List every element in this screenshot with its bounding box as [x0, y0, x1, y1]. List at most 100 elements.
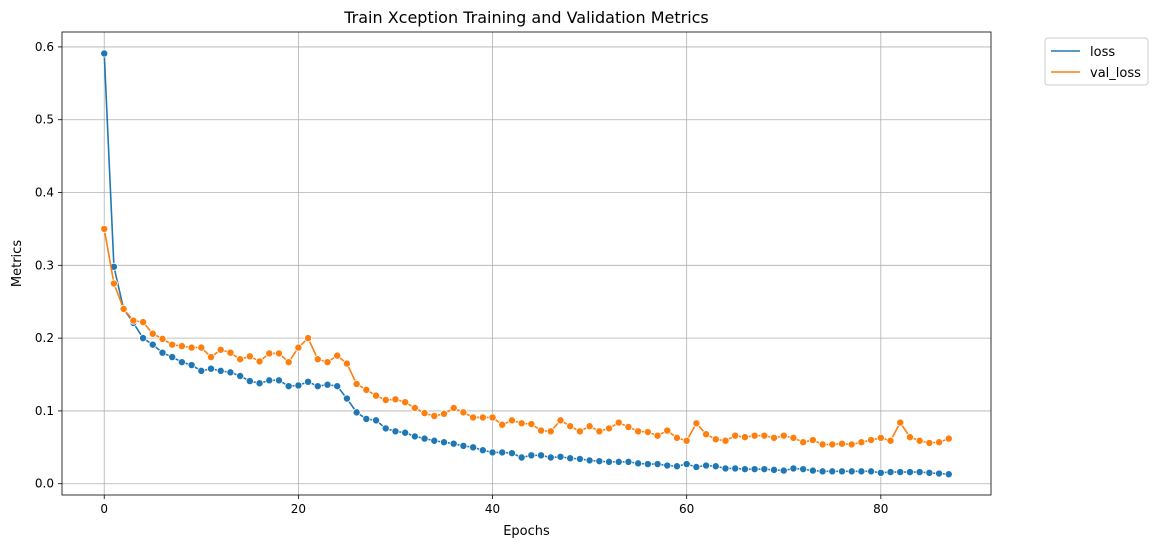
data-point-val-loss	[925, 438, 934, 447]
data-point-loss	[284, 382, 293, 391]
data-point-val-loss	[731, 431, 740, 440]
data-point-val-loss	[779, 431, 788, 440]
y-tick-label: 0.0	[35, 477, 54, 491]
data-point-loss	[323, 380, 332, 389]
legend-label-loss: loss	[1090, 45, 1115, 60]
data-point-loss	[546, 453, 555, 462]
data-point-val-loss	[556, 416, 565, 425]
data-point-val-loss	[566, 422, 575, 431]
data-point-loss	[682, 460, 691, 469]
data-point-val-loss	[886, 436, 895, 445]
data-point-loss	[857, 467, 866, 476]
y-tick-label: 0.3	[35, 258, 54, 272]
series-line-loss	[103, 53, 949, 476]
data-point-loss	[867, 467, 876, 476]
data-point-val-loss	[614, 418, 623, 427]
data-point-val-loss	[624, 422, 633, 431]
data-point-val-loss	[575, 427, 584, 436]
data-point-loss	[711, 462, 720, 471]
data-point-loss	[216, 366, 225, 375]
data-point-loss	[313, 382, 322, 391]
data-point-val-loss	[672, 433, 681, 442]
data-point-val-loss	[304, 334, 313, 343]
data-point-val-loss	[915, 436, 924, 445]
data-point-val-loss	[595, 427, 604, 436]
data-point-loss	[372, 416, 381, 425]
data-point-val-loss	[274, 349, 283, 358]
x-axis-label: Epochs	[503, 524, 550, 539]
series-line-val-loss	[103, 228, 950, 446]
data-point-val-loss	[837, 439, 846, 448]
data-point-val-loss	[372, 391, 381, 400]
data-point-loss	[905, 468, 914, 477]
data-point-loss	[605, 457, 614, 466]
x-tick-label: 20	[291, 502, 306, 516]
data-point-val-loss	[410, 404, 419, 413]
data-point-loss	[459, 441, 468, 450]
data-point-val-loss	[740, 433, 749, 442]
data-point-loss	[148, 340, 157, 349]
data-point-val-loss	[585, 422, 594, 431]
data-point-val-loss	[129, 316, 138, 325]
data-point-val-loss	[517, 419, 526, 428]
data-point-loss	[876, 468, 885, 477]
data-point-val-loss	[216, 345, 225, 354]
data-point-val-loss	[119, 304, 128, 313]
data-point-val-loss	[187, 343, 196, 352]
data-point-loss	[177, 358, 186, 367]
data-point-val-loss	[100, 224, 109, 233]
data-point-loss	[614, 457, 623, 466]
data-point-val-loss	[439, 409, 448, 418]
data-point-loss	[168, 353, 177, 362]
data-point-val-loss	[323, 358, 332, 367]
series-val-loss	[100, 224, 953, 449]
data-point-loss	[527, 451, 536, 460]
plot-frame	[61, 31, 992, 496]
data-point-loss	[595, 457, 604, 466]
legend: loss val_loss	[1044, 37, 1149, 86]
data-point-val-loss	[381, 395, 390, 404]
data-point-val-loss	[935, 438, 944, 447]
data-point-loss	[770, 465, 779, 474]
data-point-val-loss	[507, 416, 516, 425]
data-point-loss	[731, 464, 740, 473]
data-point-loss	[187, 361, 196, 370]
data-point-loss	[653, 460, 662, 469]
data-point-val-loss	[643, 428, 652, 437]
data-point-loss	[634, 459, 643, 468]
legend-box	[1044, 37, 1149, 86]
data-point-loss	[935, 469, 944, 478]
data-point-loss	[478, 446, 487, 455]
data-point-loss	[585, 456, 594, 465]
data-point-loss	[507, 449, 516, 458]
data-point-loss	[944, 470, 953, 479]
data-point-loss	[847, 467, 856, 476]
x-tick-label: 80	[873, 502, 888, 516]
data-point-loss	[886, 468, 895, 477]
data-point-loss	[139, 334, 148, 343]
data-point-val-loss	[721, 436, 730, 445]
data-point-val-loss	[109, 279, 118, 288]
data-point-val-loss	[255, 357, 264, 366]
data-point-loss	[740, 465, 749, 474]
data-point-val-loss	[905, 433, 914, 442]
data-point-loss	[896, 468, 905, 477]
x-tick-label: 40	[485, 502, 500, 516]
data-point-val-loss	[876, 433, 885, 442]
y-tick-label: 0.1	[35, 404, 54, 418]
data-point-val-loss	[828, 440, 837, 449]
data-point-loss	[469, 443, 478, 452]
data-point-loss	[624, 457, 633, 466]
data-point-val-loss	[488, 413, 497, 422]
y-tick-label: 0.4	[35, 186, 54, 200]
data-point-loss	[566, 454, 575, 463]
data-point-loss	[575, 454, 584, 463]
data-point-val-loss	[799, 438, 808, 447]
axis-ticks: 0 20 40 60 80 0.0 0.1 0.2 0.3 0.4 0.5 0.6	[35, 40, 889, 516]
data-point-loss	[799, 465, 808, 474]
data-point-val-loss	[197, 343, 206, 352]
data-point-loss	[721, 464, 730, 473]
data-point-loss	[236, 371, 245, 380]
data-point-loss	[391, 427, 400, 436]
